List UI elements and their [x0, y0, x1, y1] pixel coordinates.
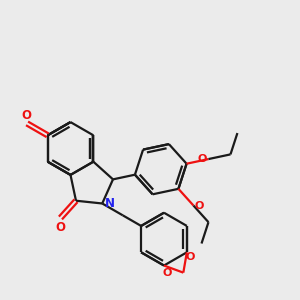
- Text: O: O: [198, 154, 207, 164]
- Text: O: O: [56, 221, 65, 234]
- Text: N: N: [105, 197, 115, 210]
- Text: O: O: [185, 251, 195, 262]
- Text: O: O: [195, 200, 204, 211]
- Text: O: O: [163, 268, 172, 278]
- Text: O: O: [22, 109, 32, 122]
